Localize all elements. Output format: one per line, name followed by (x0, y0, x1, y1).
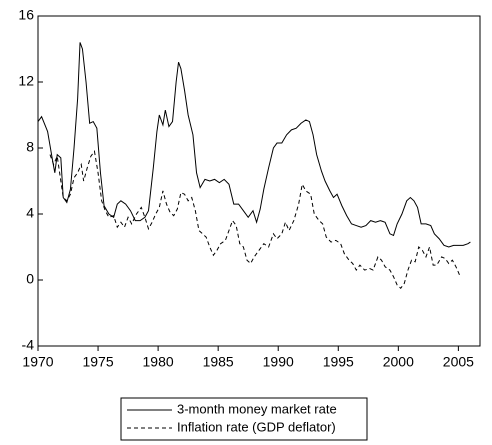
y-tick-label: 16 (18, 7, 34, 23)
y-tick-label: 4 (26, 205, 34, 221)
y-tick-label: -4 (22, 337, 35, 353)
x-tick-label: 1970 (22, 354, 53, 370)
x-tick-label: 2005 (443, 354, 474, 370)
plot-frame (37, 15, 481, 347)
x-tick-label: 1985 (203, 354, 234, 370)
y-tick-label: 8 (26, 139, 34, 155)
y-tick-label: 0 (26, 271, 34, 287)
x-tick-label: 1990 (263, 354, 294, 370)
legend: 3-month money market rate Inflation rate … (120, 397, 368, 441)
x-tick-label: 1995 (323, 354, 354, 370)
legend-label: Inflation rate (GDP deflator) (177, 419, 336, 434)
series-line (37, 42, 471, 248)
x-tick-label: 1980 (143, 354, 174, 370)
series-line (49, 150, 461, 289)
legend-label: 3-month money market rate (177, 401, 337, 416)
x-tick-label: 2000 (383, 354, 414, 370)
x-tick-label: 1975 (82, 354, 113, 370)
legend-box (120, 397, 368, 441)
y-tick-label: 12 (18, 73, 34, 89)
